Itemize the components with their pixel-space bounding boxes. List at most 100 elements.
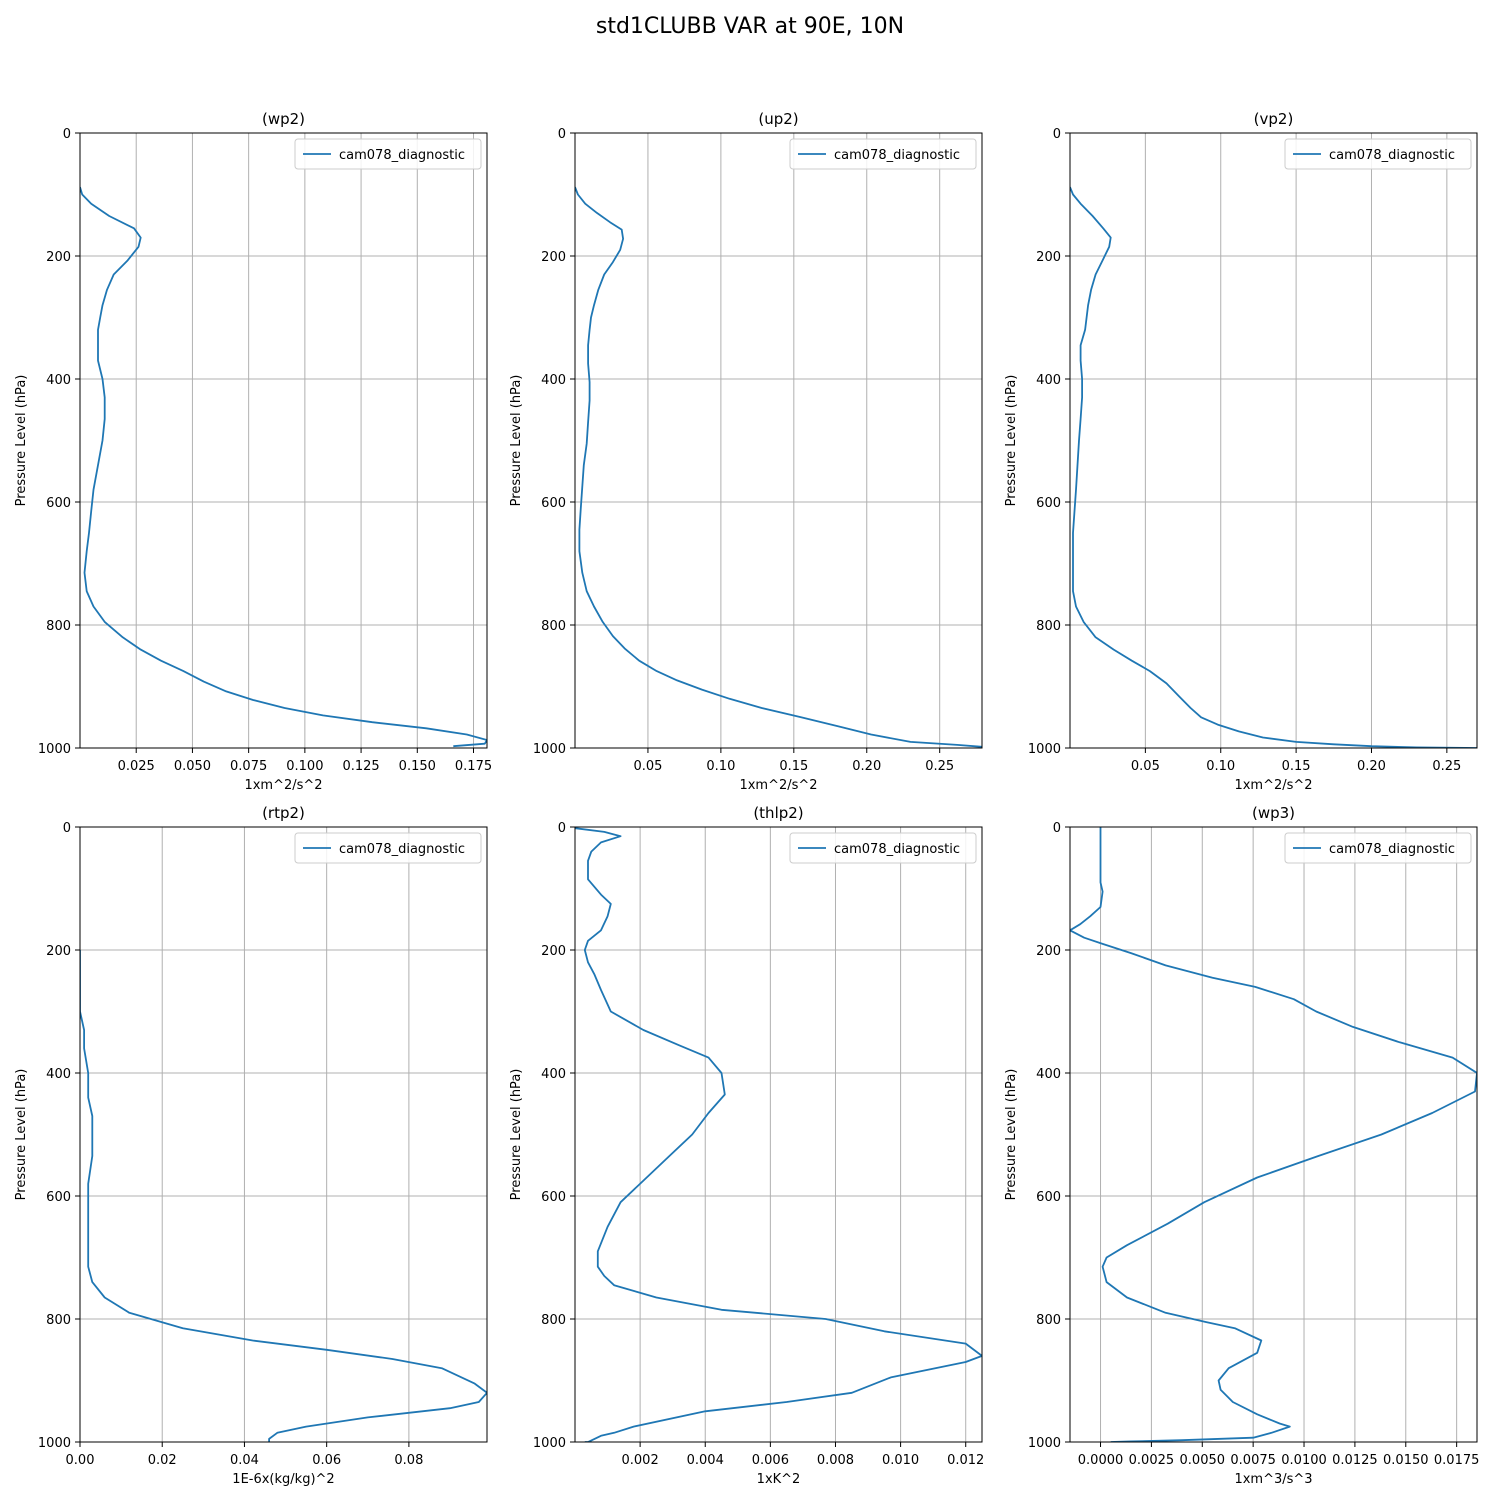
y-tick-label: 400 — [1036, 1067, 1061, 1082]
x-tick-label: 0.050 — [174, 759, 211, 774]
x-tick-label: 0.00 — [66, 1453, 95, 1468]
axes-frame — [574, 826, 983, 1443]
x-axis-label: 1E-6x(kg/kg)^2 — [232, 1472, 334, 1487]
x-tick-label: 0.010 — [882, 1453, 919, 1468]
x-tick-label: 0.125 — [342, 759, 379, 774]
axes-frame — [1069, 132, 1478, 749]
y-tick-label: 800 — [541, 1313, 566, 1328]
y-tick-label: 800 — [541, 619, 566, 634]
panel-title: (wp2) — [262, 110, 305, 128]
legend: cam078_diagnostic — [294, 832, 482, 864]
legend: cam078_diagnostic — [1284, 138, 1472, 170]
series-line-cam078_diagnostic — [80, 186, 487, 748]
x-tick-label: 0.025 — [118, 759, 155, 774]
x-tick-label: 0.20 — [852, 759, 881, 774]
y-tick-label: 0 — [63, 821, 71, 836]
legend-box — [789, 138, 977, 170]
y-tick-label: 600 — [46, 1190, 71, 1205]
x-tick-label: 0.10 — [1206, 759, 1235, 774]
y-tick-label: 200 — [1036, 944, 1061, 959]
axes-frame — [79, 132, 488, 749]
y-tick-label: 800 — [1036, 619, 1061, 634]
x-tick-label: 0.15 — [1282, 759, 1311, 774]
y-tick-label: 800 — [46, 619, 71, 634]
y-axis-label: Pressure Level (hPa) — [14, 375, 29, 507]
legend-label: cam078_diagnostic — [834, 842, 960, 857]
x-tick-label: 0.02 — [148, 1453, 177, 1468]
y-tick-label: 400 — [541, 1067, 566, 1082]
panel-title: (vp2) — [1254, 110, 1294, 128]
series-line-cam078_diagnostic — [575, 186, 982, 748]
y-tick-label: 200 — [1036, 250, 1061, 265]
y-tick-label: 200 — [541, 944, 566, 959]
legend-box — [294, 138, 482, 170]
legend-label: cam078_diagnostic — [1329, 842, 1455, 857]
axes-frame — [79, 826, 488, 1443]
x-tick-label: 0.10 — [706, 759, 735, 774]
series-line-cam078_diagnostic — [80, 950, 487, 1442]
y-tick-label: 200 — [46, 250, 71, 265]
x-axis-label: 1xm^3/s^3 — [1234, 1472, 1312, 1487]
legend-label: cam078_diagnostic — [339, 148, 465, 163]
y-tick-label: 400 — [541, 373, 566, 388]
y-axis-label: Pressure Level (hPa) — [509, 1069, 524, 1201]
y-tick-label: 0 — [558, 127, 566, 142]
x-tick-label: 0.100 — [286, 759, 323, 774]
x-tick-label: 0.15 — [779, 759, 808, 774]
x-tick-label: 0.012 — [947, 1453, 984, 1468]
y-tick-label: 1000 — [38, 1436, 71, 1451]
x-tick-label: 0.05 — [633, 759, 662, 774]
legend-label: cam078_diagnostic — [834, 148, 960, 163]
legend-label: cam078_diagnostic — [1329, 148, 1455, 163]
x-tick-label: 0.0125 — [1332, 1453, 1378, 1468]
y-tick-label: 1000 — [1028, 742, 1061, 757]
legend-box — [1284, 138, 1472, 170]
y-tick-label: 600 — [541, 1190, 566, 1205]
x-tick-label: 0.0100 — [1281, 1453, 1327, 1468]
legend-box — [1284, 832, 1472, 864]
panel-rtp2: 0.00 0.02 0.04 0.06 0.08 0 200 400 600 800 1000 (rt… — [14, 804, 488, 1487]
y-tick-label: 600 — [541, 496, 566, 511]
x-tick-label: 0.075 — [230, 759, 267, 774]
x-tick-label: 0.04 — [230, 1453, 259, 1468]
legend: cam078_diagnostic — [789, 138, 977, 170]
x-tick-label: 0.0025 — [1129, 1453, 1175, 1468]
x-axis-label: 1xm^2/s^2 — [1234, 778, 1312, 793]
legend-box — [294, 832, 482, 864]
figure-title: std1CLUBB VAR at 90E, 10N — [595, 14, 905, 39]
y-axis-label: Pressure Level (hPa) — [14, 1069, 29, 1201]
x-axis-label: 1xK^2 — [757, 1472, 801, 1487]
y-tick-label: 0 — [1053, 821, 1061, 836]
y-tick-label: 400 — [46, 1067, 71, 1082]
y-tick-label: 400 — [1036, 373, 1061, 388]
y-tick-label: 1000 — [38, 742, 71, 757]
x-tick-label: 0.06 — [312, 1453, 341, 1468]
x-tick-label: 0.175 — [455, 759, 492, 774]
y-tick-label: 0 — [63, 127, 71, 142]
y-tick-label: 200 — [46, 944, 71, 959]
y-tick-label: 1000 — [533, 742, 566, 757]
x-tick-label: 0.002 — [622, 1453, 659, 1468]
y-axis-label: Pressure Level (hPa) — [1004, 1069, 1019, 1201]
legend: cam078_diagnostic — [294, 138, 482, 170]
panel-title: (rtp2) — [262, 804, 305, 822]
x-tick-label: 0.20 — [1357, 759, 1386, 774]
y-axis-label: Pressure Level (hPa) — [1004, 375, 1019, 507]
panel-title: (wp3) — [1252, 804, 1295, 822]
y-tick-label: 1000 — [533, 1436, 566, 1451]
legend: cam078_diagnostic — [789, 832, 977, 864]
y-tick-label: 600 — [46, 496, 71, 511]
x-tick-label: 0.0075 — [1230, 1453, 1276, 1468]
panel-thlp2: 0.002 0.004 0.006 0.008 0.010 0.012 0 200 400 600… — [509, 804, 984, 1487]
x-tick-label: 0.25 — [1432, 759, 1461, 774]
panel-up2: 0.05 0.10 0.15 0.20 0.25 0 200 400 600 800 1000 (up… — [509, 110, 983, 793]
y-tick-label: 0 — [1053, 127, 1061, 142]
x-tick-label: 0.05 — [1131, 759, 1160, 774]
x-tick-label: 0.25 — [925, 759, 954, 774]
panel-title: (thlp2) — [753, 804, 803, 822]
x-tick-label: 0.0175 — [1434, 1453, 1480, 1468]
panel-wp2: 0.025 0.050 0.075 0.100 0.125 0.150 0.175 0 200 4… — [14, 110, 492, 793]
y-tick-label: 1000 — [1028, 1436, 1061, 1451]
y-tick-label: 600 — [1036, 496, 1061, 511]
